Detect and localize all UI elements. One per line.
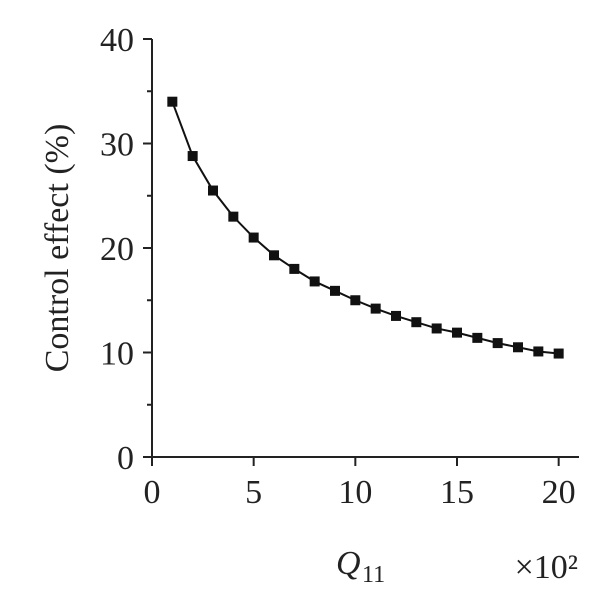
marker xyxy=(472,332,483,343)
marker xyxy=(167,96,178,107)
marker xyxy=(533,346,544,357)
y-tick-label: 40 xyxy=(100,22,134,59)
marker xyxy=(248,232,259,243)
y-tick-label: 10 xyxy=(100,336,134,373)
x-tick-label: 15 xyxy=(440,474,474,511)
x-axis-label: Q xyxy=(336,545,361,582)
marker xyxy=(228,211,239,222)
x-tick-label: 20 xyxy=(542,474,576,511)
x-tick-label: 10 xyxy=(338,474,372,511)
y-tick-label: 0 xyxy=(117,440,134,477)
marker xyxy=(208,185,218,196)
marker xyxy=(492,338,503,349)
marker xyxy=(187,151,198,162)
marker xyxy=(513,342,523,353)
y-tick-label: 30 xyxy=(100,127,134,164)
marker xyxy=(391,310,401,321)
marker xyxy=(309,276,320,287)
x-tick-label: 5 xyxy=(245,474,262,511)
marker xyxy=(411,317,422,328)
marker xyxy=(431,323,442,334)
x-axis-label-subscript: 11 xyxy=(362,562,385,588)
y-axis-label: Control effect (%) xyxy=(39,124,76,373)
x-multiplier: ×10² xyxy=(515,549,578,586)
y-tick-label: 20 xyxy=(100,231,134,268)
marker xyxy=(370,303,381,314)
line xyxy=(171,101,559,355)
marker xyxy=(553,348,564,359)
marker xyxy=(289,263,300,274)
marker xyxy=(269,250,279,261)
marker xyxy=(330,285,340,296)
marker xyxy=(350,295,361,306)
marker xyxy=(452,327,462,338)
x-tick-label: 0 xyxy=(144,474,161,511)
